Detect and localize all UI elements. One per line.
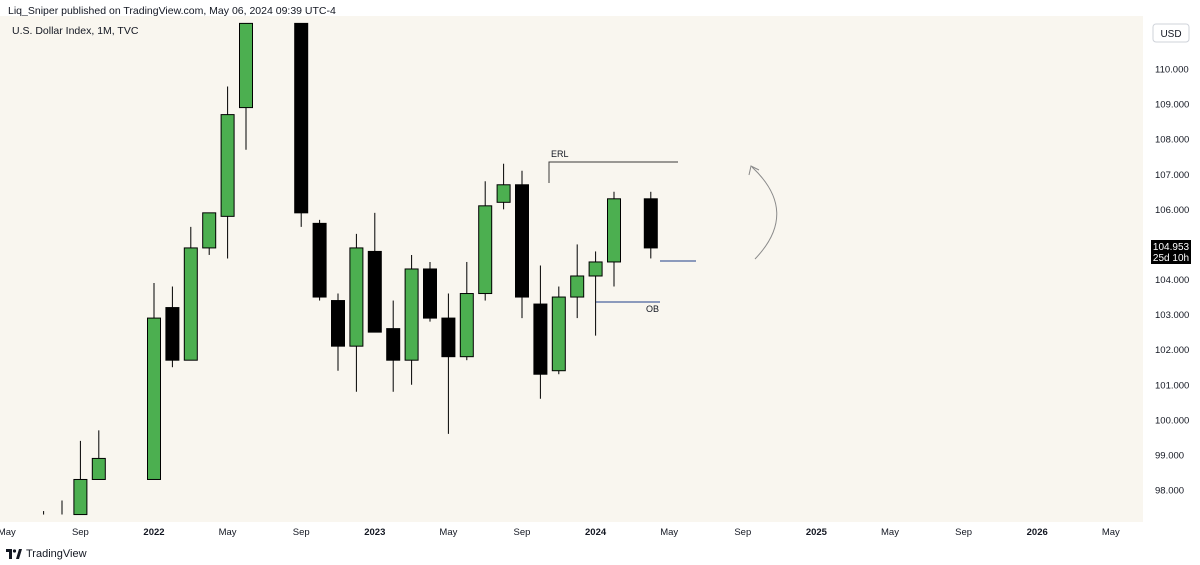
time-tick-label: Sep <box>734 527 751 538</box>
candle-body-up <box>570 275 585 298</box>
price-tick-label: 110.000 <box>1155 65 1189 76</box>
candle-body-down <box>294 22 309 214</box>
candle-body-up <box>349 247 364 347</box>
candle-body-up <box>147 317 161 480</box>
candle-body-down <box>441 317 456 358</box>
price-tick-label: 106.000 <box>1155 205 1189 216</box>
ob-label: OB <box>646 304 659 314</box>
candle-body-down <box>165 307 180 361</box>
time-tick-label: 2022 <box>143 527 164 538</box>
candle-body-up <box>551 296 566 372</box>
tradingview-logo-icon[interactable] <box>6 548 22 559</box>
candle-body-up <box>404 268 419 361</box>
candle-body-up <box>588 261 603 277</box>
footer-bar: TradingView <box>0 542 1200 565</box>
candle-body-down <box>515 184 529 298</box>
time-tick-label: May <box>1102 527 1120 538</box>
erl-label: ERL <box>551 149 569 159</box>
time-tick-label: May <box>0 527 16 538</box>
candle-body-up <box>459 293 474 358</box>
current-price-marker[interactable]: 104.953 25d 10h <box>1151 240 1191 264</box>
price-tick-label: 103.000 <box>1155 310 1189 321</box>
price-tick-label: 102.000 <box>1155 345 1189 356</box>
price-axis-background <box>1143 16 1200 522</box>
candle-body-up <box>496 184 511 203</box>
price-tick-label: 98.000 <box>1155 486 1184 497</box>
time-tick-label: May <box>219 527 237 538</box>
price-tick-label: 107.000 <box>1155 170 1189 181</box>
candle-body-up <box>183 247 198 361</box>
time-tick-label: Sep <box>72 527 89 538</box>
currency-label: USD <box>1160 29 1181 40</box>
price-tick-label: 100.000 <box>1155 415 1189 426</box>
time-tick-label: 2025 <box>806 527 828 538</box>
time-tick-label: Sep <box>955 527 972 538</box>
chart-area[interactable]: U.S. Dollar Index, 1M, TVC USD 98.000 99.… <box>0 16 1200 542</box>
candle-body-down <box>533 303 548 375</box>
candle-body-down <box>331 300 345 347</box>
candles-group <box>43 22 658 516</box>
candlestick-chart[interactable]: U.S. Dollar Index, 1M, TVC USD 98.000 99.… <box>0 16 1200 542</box>
chart-publish-header: Liq_Sniper published on TradingView.com,… <box>8 5 336 17</box>
price-tick-label: 109.000 <box>1155 100 1189 111</box>
time-tick-label: 2023 <box>364 527 385 538</box>
time-tick-label: 2024 <box>585 527 607 538</box>
candle-body-down <box>367 250 382 333</box>
candle-body-up <box>220 114 235 217</box>
time-tick-label: May <box>660 527 678 538</box>
time-tick-label: May <box>881 527 899 538</box>
time-tick-label: Sep <box>514 527 531 538</box>
candle-body-up <box>202 212 217 249</box>
candle-body-up <box>607 198 621 263</box>
price-tick-label: 101.000 <box>1155 380 1189 391</box>
time-axis[interactable]: May Sep 2022 May Sep 2023 May Sep 2024 May Sep 2025… <box>0 527 1120 538</box>
time-tick-label: May <box>439 527 457 538</box>
time-axis-background <box>0 522 1200 542</box>
candle-body-down <box>386 328 401 361</box>
current-price-countdown: 25d 10h <box>1153 253 1189 264</box>
candle-body-down <box>643 198 658 249</box>
candle-body-up <box>91 457 106 480</box>
chart-title: U.S. Dollar Index, 1M, TVC <box>12 25 139 37</box>
candle-body-up <box>239 22 253 109</box>
price-tick-label: 104.000 <box>1155 275 1189 286</box>
candle-body-down <box>312 222 327 298</box>
projection-arrow <box>751 166 778 260</box>
time-tick-label: 2026 <box>1027 527 1048 538</box>
candle-body-down <box>423 268 437 319</box>
price-tick-label: 108.000 <box>1155 135 1189 146</box>
candle-body-up <box>478 205 493 295</box>
annotations-group: ERL OB <box>548 149 778 314</box>
time-tick-label: Sep <box>293 527 310 538</box>
erl-line <box>548 161 678 183</box>
current-price-value: 104.953 <box>1153 242 1190 253</box>
currency-badge[interactable]: USD <box>1152 23 1190 43</box>
price-tick-label: 99.000 <box>1155 450 1184 461</box>
candle-body-up <box>73 478 88 516</box>
projection-arrowhead <box>748 165 760 176</box>
plot-background <box>0 16 1143 522</box>
tradingview-brand[interactable]: TradingView <box>26 547 87 560</box>
